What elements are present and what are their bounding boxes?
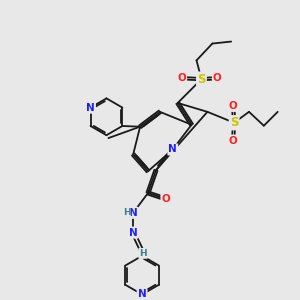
Text: N: N (168, 145, 177, 154)
Text: N: N (129, 228, 137, 238)
Text: H: H (139, 249, 147, 258)
Text: N: N (86, 103, 95, 112)
Text: O: O (161, 194, 170, 204)
Text: S: S (230, 116, 239, 129)
Text: N: N (138, 290, 146, 299)
Text: N: N (129, 208, 137, 218)
Text: O: O (229, 101, 238, 111)
Text: S: S (197, 73, 206, 86)
Text: H: H (123, 208, 130, 217)
Text: O: O (229, 136, 238, 146)
Text: O: O (177, 73, 186, 83)
Text: O: O (213, 73, 222, 83)
